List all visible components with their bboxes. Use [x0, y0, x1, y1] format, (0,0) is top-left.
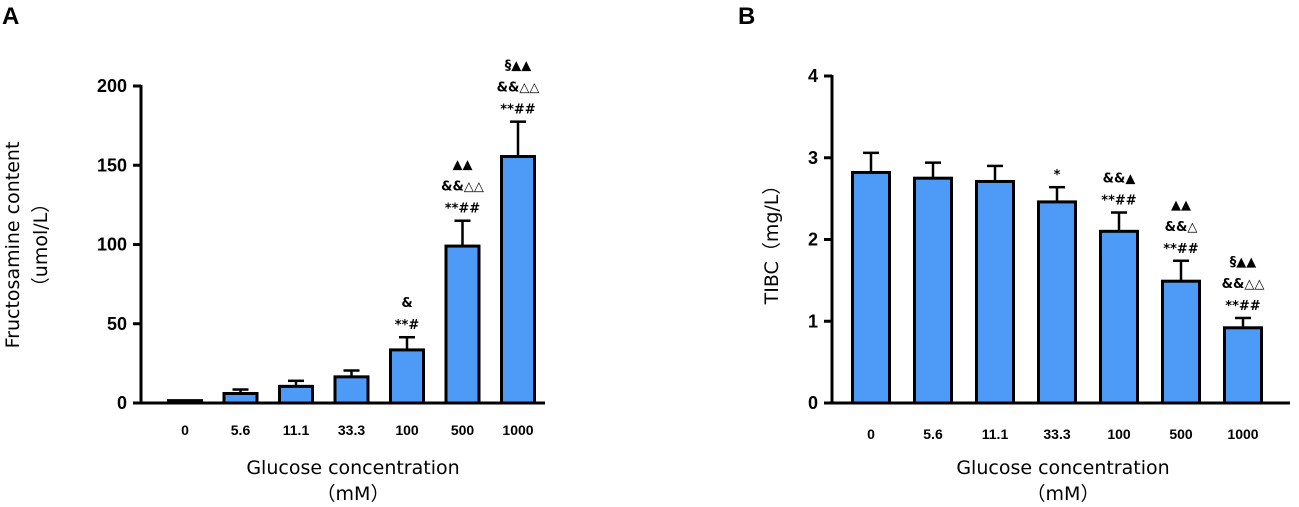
- panel-a-significance-label: **##: [500, 103, 535, 118]
- panel-b-bar: [1223, 326, 1263, 405]
- panel-b-significance-label: **##: [1225, 299, 1260, 314]
- panel-b-y-tick-label: 1: [808, 311, 818, 331]
- panel-a-bar: [167, 399, 203, 405]
- panel-b-significance-label: ▲▲: [1171, 198, 1191, 213]
- panel-b-significance-label: &&▲: [1103, 172, 1136, 187]
- panel-a-y-tick-label: 50: [107, 314, 127, 334]
- panel-b-significance-label: **##: [1101, 194, 1136, 209]
- panel-b-x-tick-label: 0: [867, 426, 875, 442]
- panel-a-y-tick-label: 0: [117, 393, 127, 413]
- panel-b-letter: B: [738, 3, 755, 30]
- panel-a-significance-label: &&△△: [497, 81, 540, 96]
- panel-a-plot: 0 50 100 150 200 0 5.6 11.1 33.3 100 & **# 500 ▲▲ &&△△…: [97, 59, 545, 438]
- panel-b-bar: [851, 170, 891, 405]
- panel-a-significance-label: &: [401, 296, 412, 311]
- panel-a-y-tick-label: 100: [97, 235, 127, 255]
- panel-b-x-axis-title: Glucose concentration: [956, 457, 1169, 479]
- panel-a-x-axis-title: Glucose concentration: [246, 457, 459, 479]
- panel-b-significance-label: **##: [1163, 242, 1198, 257]
- panel-b-significance-label: &&△△: [1222, 277, 1265, 292]
- panel-b-y-axis-title: TIBC（mg/L）: [761, 176, 783, 306]
- panel-b-bar: [1099, 229, 1139, 405]
- panel-a-y-axis-title: Fructosamine content: [2, 142, 24, 349]
- panel-a-significance-label: **#: [395, 318, 420, 333]
- panel-a-bar: [278, 384, 314, 405]
- panel-a-bar: [444, 244, 481, 405]
- panel-a-y-tick-label: 150: [97, 155, 127, 175]
- panel-b-bar: [1037, 200, 1077, 405]
- panel-b-plot: 0 1 2 3 4 0 5.6 11.1 33.3 * 100 &&▲ **## 500 ▲▲ &&△ **##…: [808, 66, 1290, 442]
- panel-a-x-tick-label: 11.1: [283, 422, 310, 438]
- panel-b-y-tick-label: 4: [808, 66, 818, 86]
- panel-a-x-tick-label: 1000: [502, 422, 533, 438]
- panel-a-bar: [333, 375, 370, 405]
- panel-a-x-tick-label: 33.3: [338, 422, 365, 438]
- panel-b-y-tick-label: 0: [808, 393, 818, 413]
- panel-b-bar: [1161, 279, 1201, 405]
- panel-a-significance-label: &&△△: [441, 180, 484, 195]
- panel-b-significance-label: *: [1054, 168, 1061, 183]
- panel-a-y-tick-label: 200: [97, 76, 127, 96]
- panel-b-x-tick-label: 500: [1169, 426, 1193, 442]
- panel-a-x-tick-label: 500: [451, 422, 475, 438]
- panel-b-x-tick-label: 33.3: [1043, 426, 1070, 442]
- panel-b-x-tick-label: 100: [1107, 426, 1131, 442]
- panel-b-x-tick-label: 11.1: [982, 426, 1009, 442]
- panel-b-x-tick-label: 1000: [1227, 426, 1258, 442]
- panel-b-x-axis-unit: （mM）: [1027, 483, 1100, 505]
- panel-b-significance-label: &&△: [1165, 220, 1198, 235]
- panel-a-y-axis-unit: （umol/L）: [30, 194, 52, 296]
- panel-a-bar: [500, 155, 536, 405]
- panel-a-x-tick-label: 5.6: [231, 422, 251, 438]
- panel-a-letter: A: [2, 3, 19, 30]
- panel-b-y-tick-label: 2: [808, 230, 818, 250]
- panel-a-x-axis-unit: （mM）: [317, 483, 390, 505]
- panel-a-significance-label: §▲▲: [505, 59, 532, 74]
- panel-b-bar: [913, 176, 953, 405]
- panel-a-x-tick-label: 0: [181, 422, 189, 438]
- panel-b-bar: [975, 179, 1015, 405]
- panel-a-significance-label: **##: [445, 202, 480, 217]
- panel-a-x-tick-label: 100: [395, 422, 419, 438]
- panel-a-bar: [389, 348, 425, 405]
- panel-b-y-tick-label: 3: [808, 148, 818, 168]
- panel-b-significance-label: §▲▲: [1230, 255, 1257, 270]
- panel-a-significance-label: ▲▲: [453, 158, 473, 173]
- panel-a-bar: [222, 391, 259, 405]
- panel-b-x-tick-label: 5.6: [923, 426, 943, 442]
